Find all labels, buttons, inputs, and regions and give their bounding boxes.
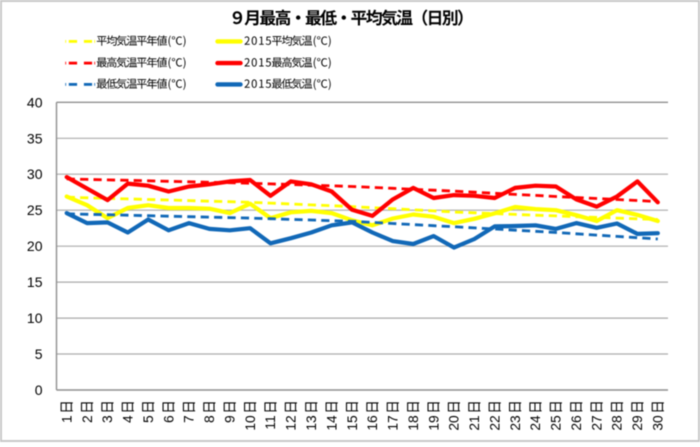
svg-text:25: 25: [549, 415, 564, 431]
svg-text:0: 0: [35, 382, 43, 398]
svg-text:21: 21: [467, 415, 482, 430]
svg-text:27: 27: [589, 415, 604, 430]
svg-text:35: 35: [27, 130, 43, 146]
svg-text:2: 2: [80, 415, 95, 423]
svg-text:15: 15: [345, 415, 360, 431]
svg-text:7: 7: [182, 415, 197, 423]
svg-text:10: 10: [27, 310, 43, 326]
svg-text:17: 17: [386, 415, 401, 430]
svg-text:5: 5: [141, 415, 156, 423]
svg-text:18: 18: [406, 415, 421, 431]
svg-text:4: 4: [121, 415, 136, 423]
svg-text:15: 15: [27, 274, 43, 290]
svg-text:30: 30: [651, 415, 666, 431]
svg-text:25: 25: [27, 202, 43, 218]
svg-text:10: 10: [243, 415, 258, 431]
svg-text:30: 30: [27, 166, 43, 182]
svg-text:5: 5: [35, 346, 43, 362]
svg-text:6: 6: [161, 415, 176, 423]
svg-text:29: 29: [630, 415, 645, 431]
svg-text:16: 16: [365, 415, 380, 431]
svg-text:20: 20: [27, 238, 43, 254]
svg-text:22: 22: [487, 415, 502, 430]
svg-text:9: 9: [223, 415, 238, 423]
svg-text:14: 14: [324, 415, 339, 431]
svg-text:12: 12: [284, 415, 299, 430]
svg-text:1: 1: [59, 415, 74, 423]
svg-text:13: 13: [304, 415, 319, 431]
svg-text:20: 20: [447, 415, 462, 431]
svg-text:24: 24: [528, 415, 543, 431]
svg-text:40: 40: [27, 94, 43, 110]
svg-text:28: 28: [610, 415, 625, 431]
svg-text:23: 23: [508, 415, 523, 431]
svg-text:19: 19: [426, 415, 441, 431]
svg-text:11: 11: [263, 415, 278, 429]
svg-text:8: 8: [202, 415, 217, 423]
svg-text:26: 26: [569, 415, 584, 431]
svg-text:3: 3: [100, 415, 115, 423]
